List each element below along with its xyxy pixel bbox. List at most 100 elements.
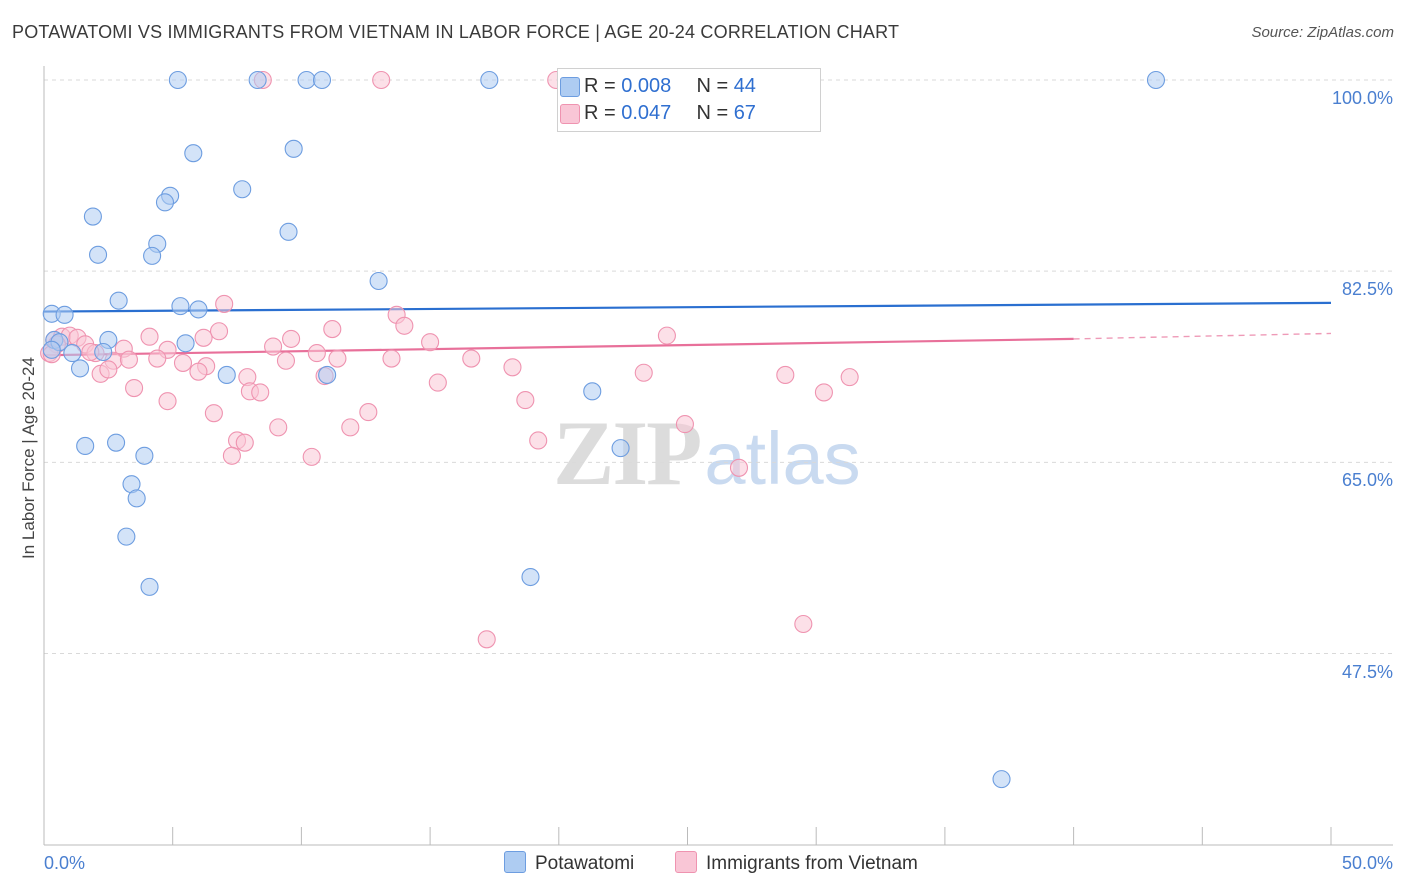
point-vietnam [462,349,481,368]
point-potawatomi [55,305,74,324]
point-potawatomi [233,180,252,199]
point-vietnam [328,349,347,368]
point-vietnam [675,415,694,434]
x-tick-label-min: 0.0% [44,853,85,873]
point-vietnam [776,365,795,384]
point-vietnam [140,327,159,346]
point-potawatomi [155,193,175,212]
correlation-legend: R = 0.008 N = 44 R = 0.047 N = 67 [557,68,821,132]
point-vietnam [428,373,447,392]
point-potawatomi [89,245,108,264]
point-vietnam [148,349,167,368]
legend-n-value: 67 [733,102,756,124]
point-potawatomi [992,770,1011,789]
point-vietnam [251,383,270,402]
data-points [40,70,1166,789]
bottom-legend-swatch-vietnam [675,851,697,873]
point-potawatomi [63,344,82,363]
point-potawatomi [297,70,316,90]
bottom-legend-label: Immigrants from Vietnam [706,853,918,874]
point-vietnam [276,351,296,370]
y-tick-label: 47.5% [1342,662,1393,682]
point-vietnam [529,431,548,450]
point-vietnam [222,446,241,465]
trend-lines [43,301,1332,357]
y-tick-label: 82.5% [1342,279,1393,299]
point-potawatomi [135,446,154,465]
legend-r-label: R = [584,102,622,124]
point-vietnam [158,392,177,411]
legend-n-label: N = [696,102,734,124]
legend-n-label: N = [696,75,734,97]
point-potawatomi [1146,70,1166,90]
legend-r-value: 0.047 [621,102,672,124]
point-vietnam [282,329,301,348]
point-vietnam [264,337,283,356]
point-potawatomi [94,342,113,362]
point-vietnam [194,328,213,347]
point-vietnam [421,333,440,352]
point-potawatomi [279,222,298,241]
bottom-legend-swatch-potawatomi [504,851,526,873]
point-vietnam [99,360,118,379]
point-vietnam [323,320,342,339]
grid [44,79,1393,654]
point-potawatomi [107,433,126,452]
point-vietnam [657,326,676,345]
point-vietnam [477,630,496,649]
legend-swatch-potawatomi [560,77,580,97]
point-vietnam [634,363,653,382]
point-vietnam [209,322,229,341]
y-tick-label: 65.0% [1342,470,1393,490]
legend-row-potawatomi: R = 0.008 N = 44 [560,75,756,98]
point-vietnam [814,383,833,402]
point-vietnam [307,344,326,363]
point-potawatomi [521,567,540,587]
watermark-atlas: atlas [704,417,861,500]
y-axis-label: In Labor Force | Age 20-24 [19,357,38,559]
point-vietnam [382,349,401,368]
point-potawatomi [217,365,236,384]
legend-r-value: 0.008 [621,75,672,97]
bottom-legend-vietnam: Immigrants from Vietnam [675,851,918,875]
point-potawatomi [611,439,630,458]
point-potawatomi [117,527,136,546]
point-vietnam [215,294,234,313]
point-potawatomi [127,489,146,508]
point-potawatomi [42,340,61,359]
bottom-legend-label: Potawatomi [535,853,635,874]
point-vietnam [302,447,321,466]
point-vietnam [235,433,254,452]
point-potawatomi [176,334,195,353]
trend-line-potawatomi [43,301,1332,313]
point-vietnam [359,403,378,422]
point-potawatomi [168,70,187,90]
point-vietnam [125,379,144,398]
point-potawatomi [140,577,159,596]
point-vietnam [372,70,391,90]
point-potawatomi [76,436,95,455]
point-vietnam [840,368,859,387]
x-tick-label-max: 50.0% [1342,853,1393,873]
point-vietnam [269,418,288,437]
trend-line-vietnam-extension [1073,332,1332,340]
chart-title: POTAWATOMI VS IMMIGRANTS FROM VIETNAM IN… [12,22,900,42]
bottom-legend-potawatomi: Potawatomi [504,851,634,875]
legend-n-value: 44 [733,75,756,97]
point-potawatomi [184,144,203,163]
point-potawatomi [583,382,602,401]
point-potawatomi [109,291,128,310]
point-potawatomi [480,70,499,90]
point-vietnam [503,358,522,377]
point-potawatomi [83,207,102,226]
point-vietnam [395,316,414,335]
point-vietnam [516,391,535,410]
legend-swatch-vietnam [560,104,580,124]
point-potawatomi [318,365,337,384]
point-potawatomi [312,70,332,90]
point-vietnam [341,418,360,437]
point-vietnam [729,458,749,477]
point-vietnam [794,614,813,634]
point-potawatomi [189,300,208,319]
